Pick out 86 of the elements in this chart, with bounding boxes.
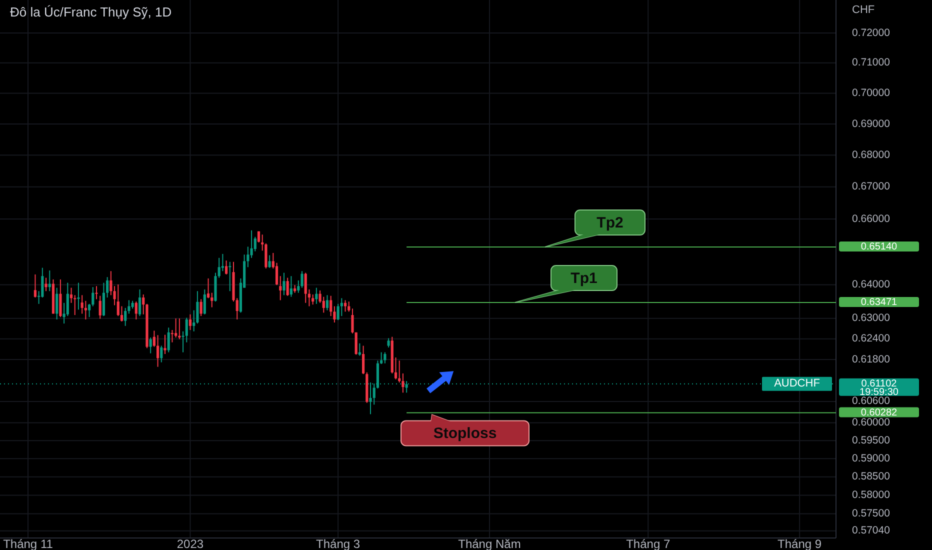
candlestick [124, 307, 127, 326]
y-tick-label: 0.63000 [852, 312, 890, 324]
candlestick [380, 352, 383, 365]
candlestick [160, 345, 163, 363]
annotation: AUDCHF [774, 378, 820, 390]
y-tick-label: 0.58000 [852, 488, 890, 501]
candlestick [84, 300, 87, 320]
y-tick-label: 0.59500 [852, 434, 890, 446]
y-tick-label: 0.69000 [852, 118, 890, 130]
candlestick [221, 253, 224, 272]
y-tick-label: 0.58500 [852, 470, 890, 483]
y-tick-label: 0.57040 [852, 524, 890, 537]
candlestick [228, 261, 232, 292]
candlestick [98, 295, 102, 320]
candlestick [56, 287, 58, 320]
y-tick-label: 0.57500 [852, 507, 890, 520]
ref-line-label: 0.63471 [860, 297, 898, 308]
candlestick [286, 277, 289, 296]
candlestick [282, 272, 286, 296]
candlestick [322, 296, 325, 314]
annotation: Tp2 [596, 214, 624, 232]
candlestick [246, 246, 250, 268]
candlestick [134, 301, 138, 320]
y-tick-label: 0.59000 [852, 452, 890, 464]
candlestick [362, 345, 365, 375]
candlestick [95, 286, 98, 300]
candlestick [330, 295, 332, 317]
candlestick [312, 294, 314, 306]
candlestick [354, 332, 358, 356]
candlestick [152, 330, 156, 348]
candlestick [290, 276, 292, 298]
candlestick [106, 276, 109, 298]
candlestick [149, 337, 152, 354]
candlestick [203, 288, 206, 315]
y-tick-label: 0.68000 [852, 148, 890, 161]
candlestick [174, 318, 178, 338]
candlestick [185, 317, 188, 343]
y-tick-label: 0.60000 [852, 416, 890, 429]
candlestick [110, 270, 112, 296]
candlestick [206, 278, 210, 299]
y-tick-label: 0.62400 [852, 332, 890, 345]
ref-line-label: 0.65140 [860, 242, 898, 253]
candlestick [351, 308, 354, 334]
candlestick [326, 294, 329, 311]
candlestick [59, 278, 62, 318]
y-axis-title: CHF [852, 4, 875, 16]
candlestick [138, 288, 142, 317]
candlestick [34, 274, 37, 298]
candlestick [268, 254, 271, 268]
y-tick-label: 0.70000 [852, 86, 890, 99]
y-tick-label: 0.72000 [852, 26, 890, 39]
candlestick [348, 301, 350, 312]
ref-line-label: 0.60282 [860, 407, 898, 418]
candlestick [70, 287, 73, 304]
candlestick [279, 276, 282, 301]
y-tick-label: 0.67000 [852, 180, 890, 193]
candlestick [66, 282, 69, 317]
candlestick [340, 298, 343, 317]
candlestick [344, 300, 347, 312]
candlestick [200, 298, 202, 317]
candlestick [156, 334, 160, 368]
candlestick [120, 306, 124, 322]
candlestick [44, 277, 48, 292]
candlestick [188, 314, 192, 330]
candlestick [225, 260, 228, 275]
annotation: Stoploss [433, 425, 497, 442]
candlestick [387, 338, 390, 348]
x-tick-label: 2023 [176, 537, 204, 550]
y-tick-label: 0.64000 [852, 278, 890, 291]
candlestick [170, 330, 174, 343]
y-tick-label: 0.60600 [852, 395, 890, 408]
text: 19:59:30 [860, 386, 899, 398]
candlestick [102, 282, 106, 317]
candlestick [167, 327, 170, 353]
y-tick-label: 0.71000 [852, 56, 890, 69]
candlestick [384, 352, 386, 364]
candlestick [304, 272, 307, 304]
candlestick [77, 282, 80, 310]
candlestick [275, 262, 278, 286]
annotation: Tp1 [570, 270, 598, 287]
candlestick [164, 334, 166, 355]
candlestick [254, 236, 256, 252]
y-tick-label: 0.66000 [852, 212, 890, 225]
chart-title: Đô la Úc/Franc Thụy Sỹ, 1D [10, 4, 172, 20]
ref-line-label: 0.61102 [861, 378, 898, 390]
y-tick-label: 0.61800 [852, 353, 890, 366]
